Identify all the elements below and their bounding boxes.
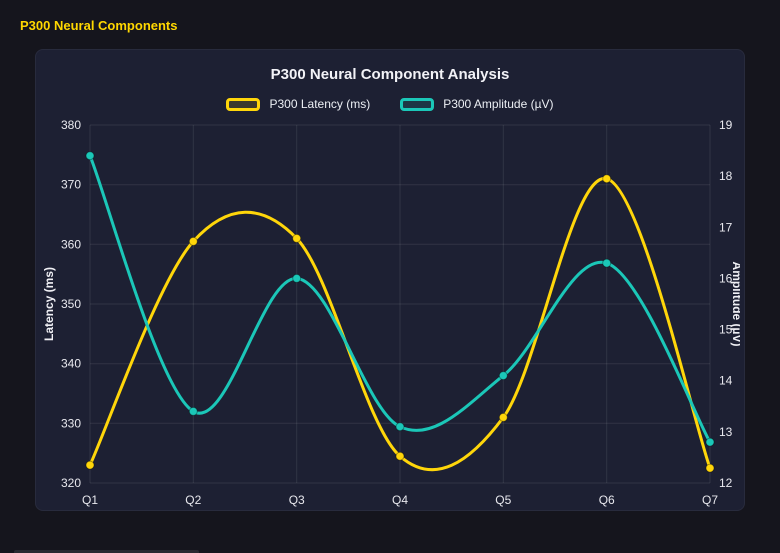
chart-legend: P300 Latency (ms) P300 Amplitude (µV)	[40, 95, 740, 113]
svg-text:Q2: Q2	[185, 493, 201, 507]
svg-text:360: 360	[61, 237, 81, 251]
svg-text:340: 340	[61, 357, 81, 371]
svg-text:370: 370	[61, 178, 81, 192]
svg-text:Q5: Q5	[495, 493, 511, 507]
svg-text:Q3: Q3	[289, 493, 305, 507]
svg-text:Q6: Q6	[599, 493, 615, 507]
svg-text:330: 330	[61, 416, 81, 430]
svg-text:14: 14	[719, 374, 733, 388]
svg-text:320: 320	[61, 476, 81, 490]
svg-text:350: 350	[61, 297, 81, 311]
svg-text:Latency (ms): Latency (ms)	[42, 267, 56, 341]
legend-swatch-icon	[400, 97, 435, 111]
svg-text:Q7: Q7	[702, 493, 718, 507]
svg-text:380: 380	[61, 118, 81, 132]
svg-text:18: 18	[719, 169, 733, 183]
legend-item-latency[interactable]: P300 Latency (ms)	[226, 97, 370, 111]
legend-label: P300 Amplitude (µV)	[443, 97, 554, 111]
page-title: P300 Neural Components	[20, 18, 178, 33]
svg-text:19: 19	[719, 118, 733, 132]
svg-text:15: 15	[719, 323, 733, 337]
legend-swatch-icon	[226, 97, 261, 111]
svg-text:Amplitude (µV): Amplitude (µV)	[730, 262, 740, 347]
svg-text:16: 16	[719, 271, 733, 285]
svg-text:Q1: Q1	[82, 493, 98, 507]
legend-label: P300 Latency (ms)	[269, 97, 371, 111]
svg-text:Q4: Q4	[392, 493, 408, 507]
legend-item-amplitude[interactable]: P300 Amplitude (µV)	[400, 97, 554, 111]
chart-title: P300 Neural Component Analysis	[270, 66, 510, 83]
svg-text:13: 13	[719, 425, 733, 439]
svg-text:12: 12	[719, 476, 733, 490]
chart-panel: P300 Neural Component Analysis P300 Late…	[35, 49, 745, 511]
chart-canvas[interactable]: 320 330 340 350 360 370 380 12 13 14 15 16 17 18 19 Q1 Q…	[40, 117, 740, 515]
svg-text:17: 17	[719, 220, 733, 234]
